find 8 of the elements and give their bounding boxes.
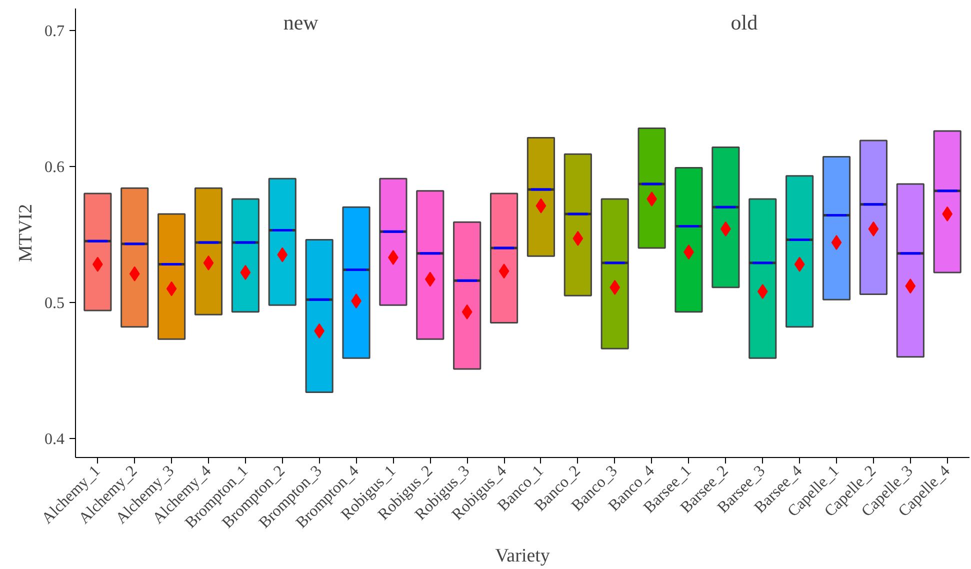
y-axis-title: MTVI2	[16, 204, 36, 262]
x-axis-title: Variety	[495, 546, 550, 567]
annotation: old	[730, 10, 758, 34]
y-tick-label: 0.4	[44, 430, 64, 448]
y-tick-label: 0.5	[44, 294, 64, 312]
annotation: new	[283, 10, 320, 34]
y-tick-label: 0.7	[44, 22, 64, 40]
y-tick-label: 0.6	[44, 158, 64, 176]
